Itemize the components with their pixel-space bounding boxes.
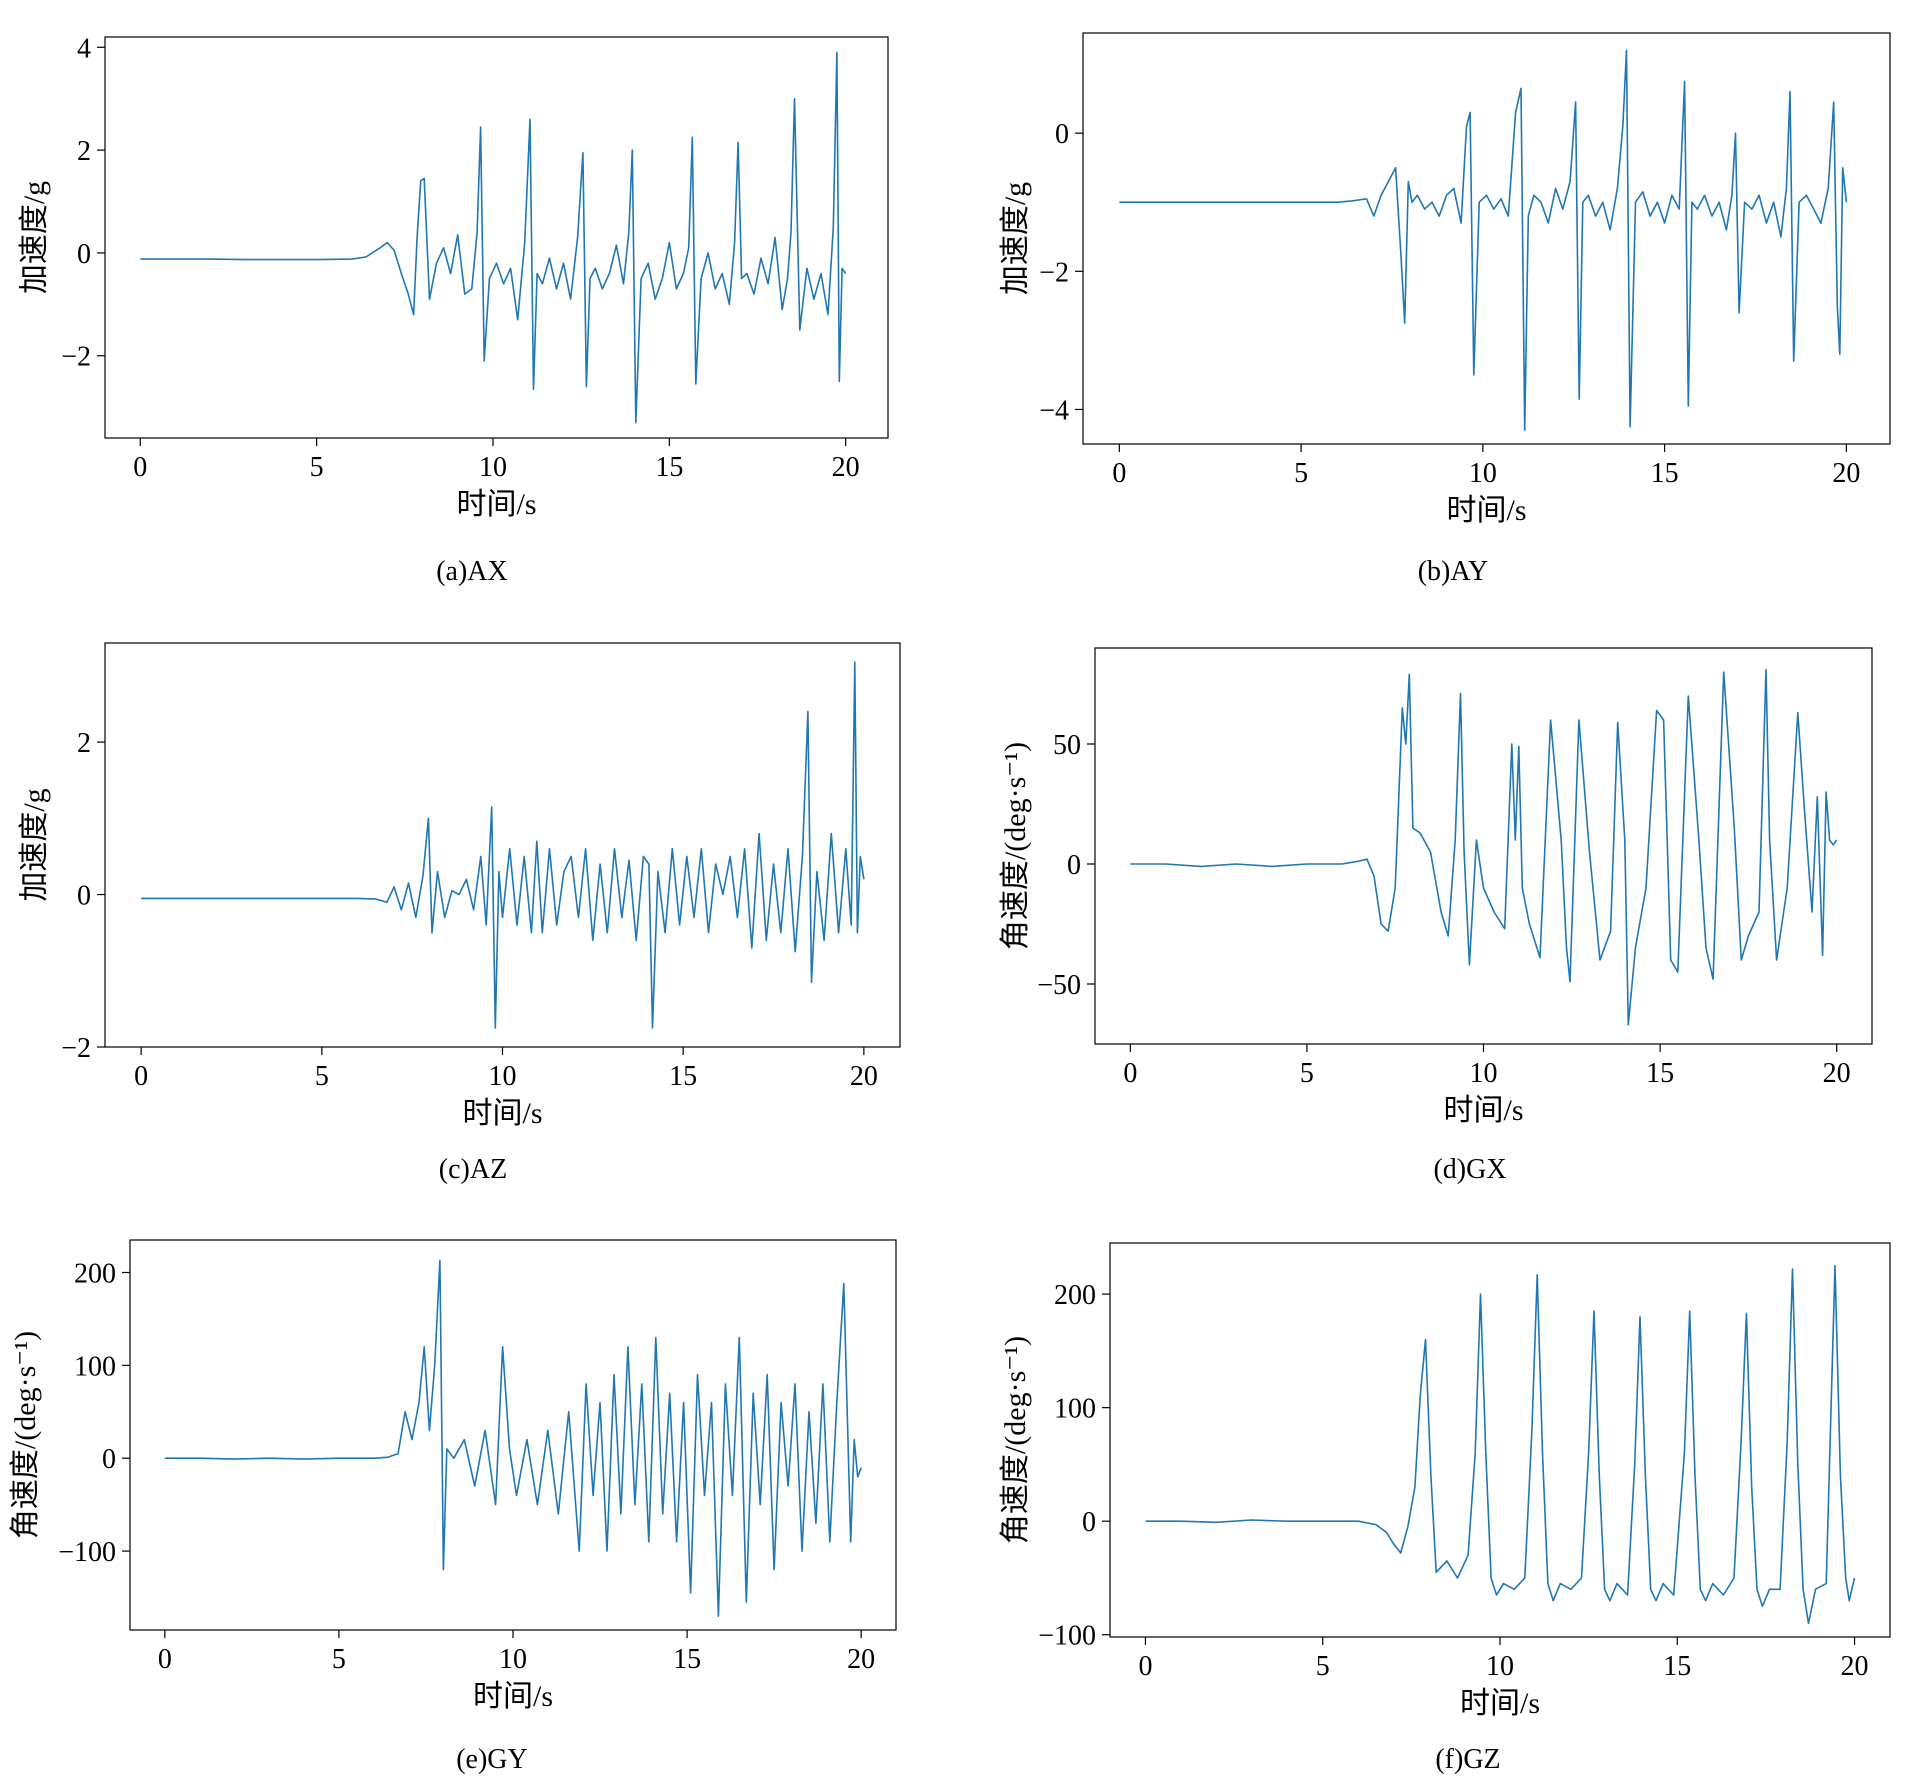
x-axis-label: 时间/s: [1460, 1687, 1540, 1720]
plot-frame: [1094, 647, 1873, 1045]
y-tick-label: 100: [1054, 1394, 1096, 1425]
chart-gz: 0 5 10 15 20 −100 0 100 200 时间/s 角速度/(deg·s⁻¹) (f)G…: [999, 1242, 1891, 1775]
plot-frame: [104, 36, 889, 439]
x-tick-label: 10: [1486, 1651, 1514, 1682]
x-tick-label: 15: [1663, 1651, 1691, 1682]
y-tick-label: 0: [77, 239, 91, 270]
chart-az: 0 5 10 15 20 −2 0 2 时间/s 加速度/g (c)AZ: [18, 642, 901, 1185]
x-tick-label: 20: [1841, 1651, 1869, 1682]
y-tick-label: −2: [61, 342, 91, 373]
x-tick-label: 15: [673, 1644, 701, 1675]
y-axis-label: 角速度/(deg·s⁻¹): [999, 1336, 1032, 1544]
series-line-gz: [1145, 1264, 1856, 1625]
x-tick-label: 20: [847, 1644, 875, 1675]
panel-caption: (b)AY: [1418, 556, 1489, 587]
x-tick-label: 15: [655, 452, 683, 483]
y-tick-label: 0: [1055, 119, 1069, 150]
x-tick-label: 10: [1470, 1058, 1498, 1089]
chart-ay: 0 5 10 15 20 −4 −2 0 时间/s 加速度/g (b)AY: [999, 32, 1891, 587]
x-tick-label: 0: [133, 452, 147, 483]
plot-frame: [1082, 32, 1891, 445]
series-line-ax: [140, 51, 847, 424]
x-tick-label: 15: [669, 1061, 697, 1092]
plot-frame: [104, 642, 901, 1048]
x-tick-label: 15: [1646, 1058, 1674, 1089]
x-axis-label: 时间/s: [1446, 494, 1526, 527]
y-tick-label: 0: [102, 1444, 116, 1475]
panel-caption: (e)GY: [456, 1744, 528, 1775]
y-tick-label: 0: [1082, 1507, 1096, 1538]
y-tick-label: 50: [1053, 730, 1081, 761]
x-tick-label: 20: [1832, 458, 1860, 489]
chart-gx: 0 5 10 15 20 −50 0 50 时间/s 角速度/(deg·s⁻¹) (d)GX: [999, 647, 1873, 1185]
y-axis-label: 角速度/(deg·s⁻¹): [999, 742, 1032, 950]
y-tick-label: 200: [74, 1259, 116, 1290]
x-tick-label: 20: [832, 452, 860, 483]
x-tick-label: 0: [1112, 458, 1126, 489]
y-axis-label: 加速度/g: [999, 182, 1032, 295]
y-tick-label: 2: [77, 728, 91, 759]
x-tick-label: 5: [1300, 1058, 1314, 1089]
x-tick-label: 5: [1294, 458, 1308, 489]
series-line-gy: [164, 1259, 862, 1617]
x-tick-label: 10: [1469, 458, 1497, 489]
plot-frame: [129, 1239, 897, 1631]
x-tick-label: 10: [489, 1061, 517, 1092]
x-tick-label: 5: [315, 1061, 329, 1092]
series-line-gx: [1130, 668, 1838, 1026]
panel-caption: (a)AX: [436, 556, 508, 587]
y-tick-label: −2: [1039, 257, 1069, 288]
x-tick-label: 20: [1823, 1058, 1851, 1089]
y-axis-label: 加速度/g: [18, 181, 51, 294]
x-tick-label: 0: [1123, 1058, 1137, 1089]
series-line-ay: [1119, 49, 1848, 431]
x-axis-label: 时间/s: [456, 488, 536, 521]
x-tick-label: 0: [1138, 1651, 1152, 1682]
y-tick-label: 200: [1054, 1280, 1096, 1311]
x-axis-label: 时间/s: [1443, 1094, 1523, 1127]
y-tick-label: 100: [74, 1351, 116, 1382]
series-line-az: [141, 661, 865, 1029]
x-axis-label: 时间/s: [462, 1097, 542, 1130]
x-tick-label: 5: [1316, 1651, 1330, 1682]
y-tick-label: 2: [77, 136, 91, 167]
x-tick-label: 20: [850, 1061, 878, 1092]
x-tick-label: 10: [479, 452, 507, 483]
x-tick-label: 10: [499, 1644, 527, 1675]
plot-frame: [1109, 1242, 1891, 1638]
y-tick-label: 0: [77, 881, 91, 912]
y-axis-label: 角速度/(deg·s⁻¹): [9, 1331, 42, 1539]
x-axis-label: 时间/s: [473, 1680, 553, 1713]
x-tick-label: 15: [1651, 458, 1679, 489]
y-tick-label: −50: [1037, 970, 1081, 1001]
y-tick-label: 4: [77, 33, 91, 64]
y-tick-label: −100: [1038, 1621, 1096, 1652]
panel-caption: (d)GX: [1433, 1154, 1506, 1185]
x-tick-label: 0: [158, 1644, 172, 1675]
panel-caption: (c)AZ: [439, 1154, 507, 1185]
x-tick-label: 0: [134, 1061, 148, 1092]
chart-ax: 0 5 10 15 20 −2 0 2 4 时间/s 加速度/g (a)AX: [18, 33, 889, 587]
y-tick-label: 0: [1067, 850, 1081, 881]
y-tick-label: −4: [1039, 395, 1069, 426]
y-axis-label: 加速度/g: [18, 788, 51, 901]
panel-caption: (f)GZ: [1435, 1744, 1500, 1775]
x-tick-label: 5: [310, 452, 324, 483]
y-tick-label: −2: [61, 1033, 91, 1064]
y-tick-label: −100: [58, 1537, 116, 1568]
x-tick-label: 5: [332, 1644, 346, 1675]
chart-gy: 0 5 10 15 20 −100 0 100 200 时间/s 角速度/(deg·s⁻¹) (e)G…: [9, 1239, 897, 1775]
